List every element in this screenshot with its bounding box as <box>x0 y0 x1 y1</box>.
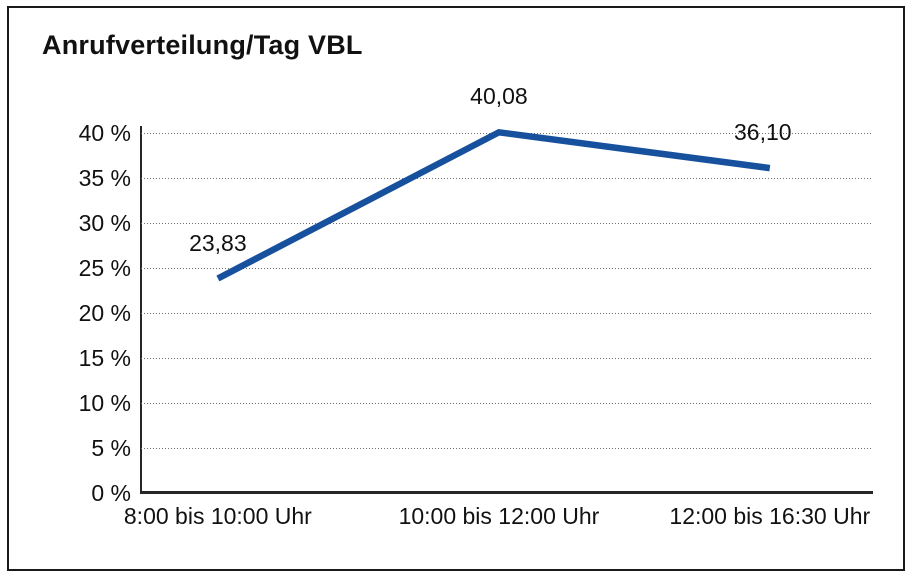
gridline-10pct <box>141 403 873 404</box>
y-tick-label: 15 % <box>78 345 131 371</box>
y-tick-label: 10 % <box>78 390 131 416</box>
gridline-20pct <box>141 313 873 314</box>
data-label: 23,83 <box>189 229 247 256</box>
y-tick-label: 20 % <box>78 300 131 326</box>
data-label: 36,10 <box>734 119 792 146</box>
y-axis-line <box>140 126 142 494</box>
y-tick-label: 30 % <box>78 210 131 236</box>
plot-area <box>141 128 873 493</box>
y-tick-label: 0 % <box>91 480 131 506</box>
data-series-line <box>216 128 771 282</box>
y-tick-label: 35 % <box>78 165 131 191</box>
y-tick-label: 40 % <box>78 120 131 146</box>
chart-frame: Anrufverteilung/Tag VBL <box>7 6 905 571</box>
x-category-label: 8:00 bis 10:00 Uhr <box>123 503 312 529</box>
y-tick-label: 25 % <box>78 255 131 281</box>
x-axis-line <box>141 491 873 494</box>
chart-title: Anrufverteilung/Tag VBL <box>42 30 363 60</box>
gridline-25pct <box>141 268 873 269</box>
gridline-5pct <box>141 448 873 449</box>
gridline-30pct <box>141 223 873 224</box>
x-category-label: 12:00 bis 16:30 Uhr <box>669 503 871 529</box>
y-tick-label: 5 % <box>91 435 131 461</box>
data-label: 40,08 <box>470 83 528 110</box>
gridline-15pct <box>141 358 873 359</box>
x-category-label: 10:00 bis 12:00 Uhr <box>398 503 600 529</box>
gridline-35pct <box>141 178 873 179</box>
